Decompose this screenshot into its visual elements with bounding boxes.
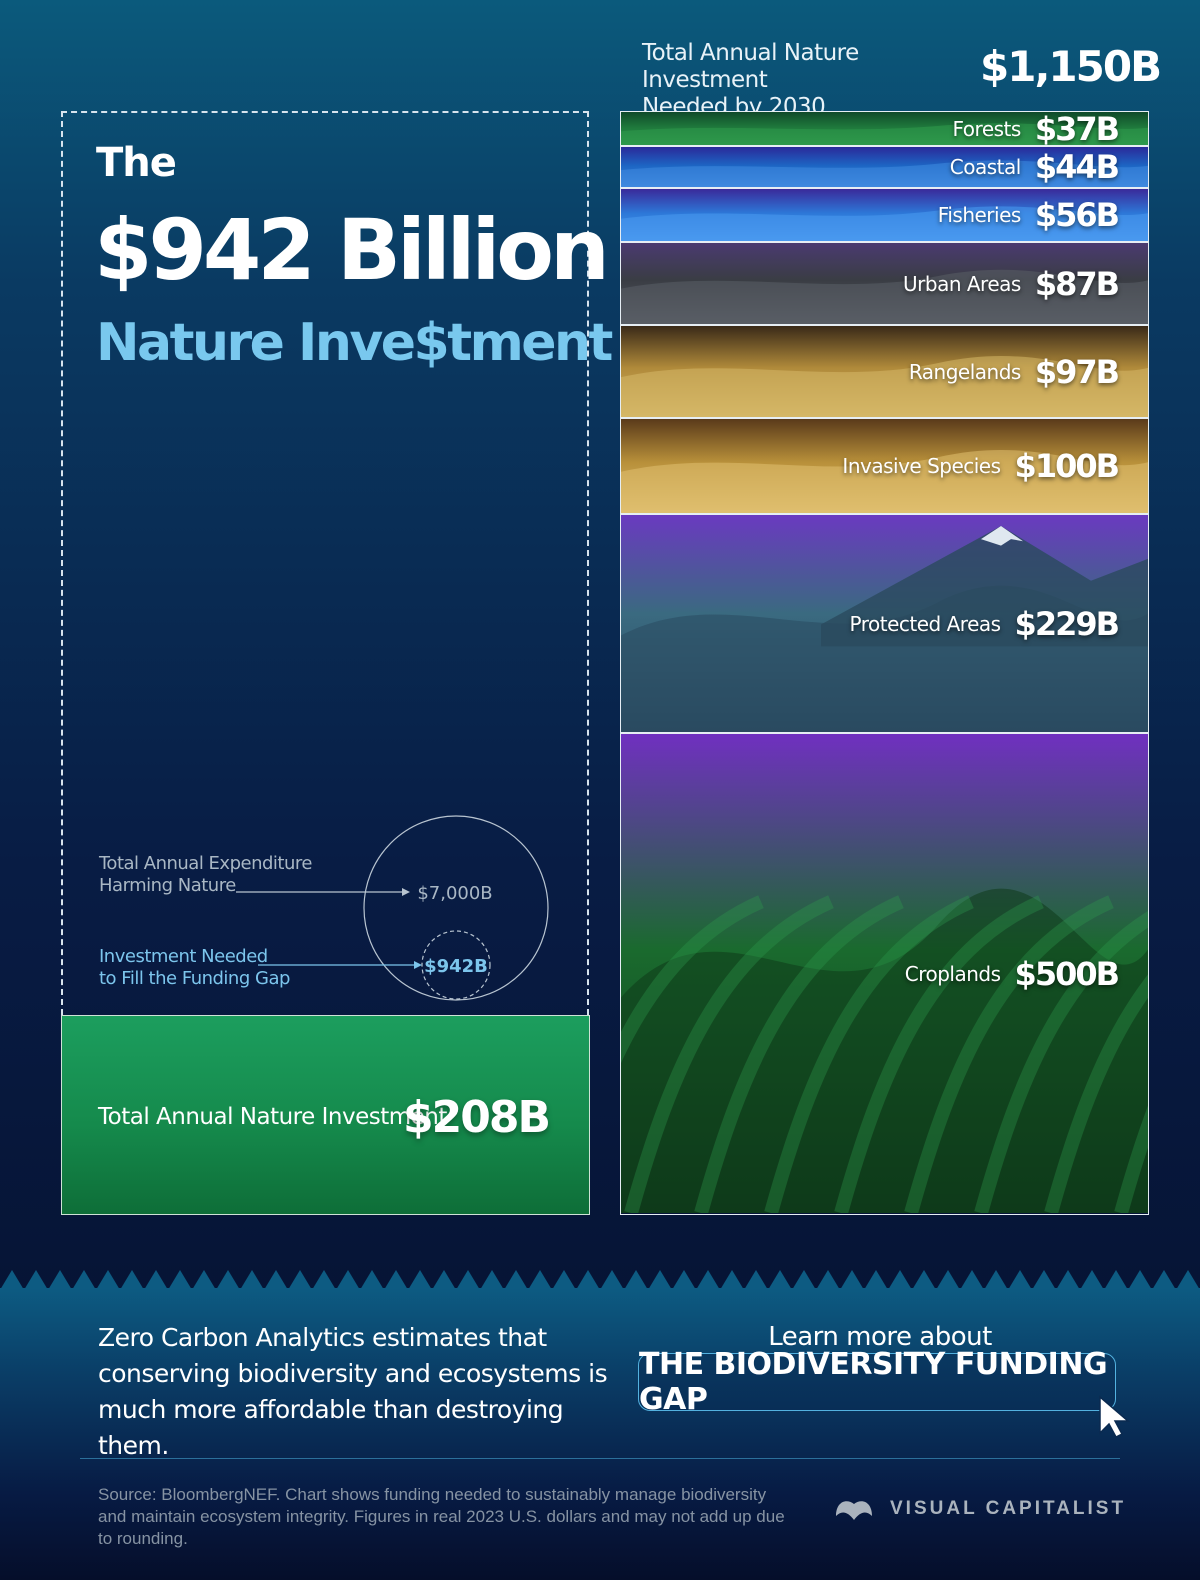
learn-more-button-label: THE BIODIVERSITY FUNDING GAP <box>639 1347 1108 1417</box>
gap-label-line1: Investment Needed <box>99 946 268 967</box>
segment-art <box>621 515 1148 732</box>
gap-value: $942B <box>424 956 488 977</box>
logo-mark-icon <box>836 1501 872 1520</box>
segment-art <box>621 734 1148 1213</box>
segment-value: $97B <box>1034 352 1120 391</box>
current-investment-box: Total Annual Nature Investment $208B <box>61 1015 590 1215</box>
harm-label-line2: Harming Nature <box>99 875 236 896</box>
bar-segment-rangelands: Rangelands $97B <box>621 326 1148 419</box>
segment-value: $37B <box>1034 112 1120 147</box>
segment-art <box>621 419 1148 513</box>
gap-label: Investment Needed to Fill the Funding Ga… <box>99 946 319 990</box>
segment-name: Rangelands <box>908 359 1022 384</box>
bar-segment-invasive-species: Invasive Species $100B <box>621 419 1148 515</box>
segment-name: Protected Areas <box>849 611 1002 636</box>
current-investment-value: $208B <box>403 1092 551 1143</box>
bar-segment-coastal: Coastal $44B <box>621 147 1148 189</box>
segment-label: Coastal $44B <box>949 148 1120 186</box>
page-title: $942 Billion <box>94 201 610 299</box>
bar-segment-protected-areas: Protected Areas $229B <box>621 515 1148 734</box>
stacked-bar-chart: Forests $37B Coastal $44B Fisheries $56B Urban… <box>620 111 1149 1215</box>
segment-label: Fisheries $56B <box>937 196 1120 234</box>
bar-segment-forests: Forests $37B <box>621 112 1148 147</box>
segment-value: $56B <box>1034 196 1120 234</box>
footer-band <box>0 1288 1200 1580</box>
learn-more-label: Learn more about <box>768 1322 992 1352</box>
source-note: Source: BloombergNEF. Chart shows fundin… <box>98 1485 785 1548</box>
footer-quote: Zero Carbon Analytics estimates that con… <box>98 1323 608 1460</box>
segment-art <box>621 326 1148 417</box>
segment-art <box>621 112 1148 145</box>
segment-name: Forests <box>952 116 1022 141</box>
harm-bubble <box>363 815 549 1001</box>
zigzag-divider <box>0 1268 1200 1290</box>
gap-label-line2: to Fill the Funding Gap <box>99 968 290 989</box>
gap-arrow-head-icon <box>414 961 422 969</box>
segment-name: Coastal <box>949 155 1022 179</box>
title-the: The <box>96 140 177 186</box>
logo-text: VISUAL CAPITALIST <box>890 1498 1127 1519</box>
segment-label: Invasive Species $100B <box>842 447 1120 485</box>
bar-segment-urban-areas: Urban Areas $87B <box>621 243 1148 326</box>
total-needed-value: $1,150B <box>980 42 1162 91</box>
segment-art <box>621 147 1148 187</box>
harm-value: $7,000B <box>417 883 492 904</box>
segment-name: Urban Areas <box>903 271 1021 296</box>
footer-divider <box>80 1458 1120 1459</box>
funding-gap-box <box>61 111 589 1015</box>
current-investment-label: Total Annual Nature Investment <box>98 1104 447 1130</box>
segment-value: $229B <box>1014 604 1120 643</box>
segment-name: Croplands <box>904 961 1001 986</box>
segment-value: $44B <box>1034 148 1120 186</box>
segment-value: $100B <box>1014 447 1120 485</box>
segment-label: Forests $37B <box>952 112 1120 147</box>
total-needed-label: Total Annual Nature Investment Needed by… <box>642 40 972 121</box>
harm-label-line1: Total Annual Expenditure <box>99 853 312 874</box>
segment-label: Urban Areas $87B <box>903 264 1120 303</box>
segment-name: Fisheries <box>937 203 1022 227</box>
segment-art <box>621 189 1148 241</box>
cursor-icon <box>1099 1395 1131 1438</box>
segment-label: Rangelands $97B <box>908 352 1120 391</box>
harm-label: Total Annual Expenditure Harming Nature <box>99 853 319 897</box>
learn-more-button[interactable]: THE BIODIVERSITY FUNDING GAP <box>638 1347 1116 1417</box>
segment-value: $500B <box>1014 954 1120 993</box>
bubble-comparison: $7,000B $942B <box>236 815 549 1001</box>
segment-name: Invasive Species <box>842 454 1001 478</box>
bar-segment-croplands: Croplands $500B <box>621 734 1148 1213</box>
visual-capitalist-logo[interactable]: VISUAL CAPITALIST <box>832 1494 1126 1524</box>
total-needed-label-line1: Total Annual Nature Investment <box>642 40 859 93</box>
segment-art <box>621 243 1148 324</box>
segment-label: Croplands $500B <box>904 954 1120 993</box>
harm-arrow-head-icon <box>402 888 410 896</box>
segment-label: Protected Areas $229B <box>849 604 1120 643</box>
segment-value: $87B <box>1034 264 1120 303</box>
bar-segment-fisheries: Fisheries $56B <box>621 189 1148 243</box>
